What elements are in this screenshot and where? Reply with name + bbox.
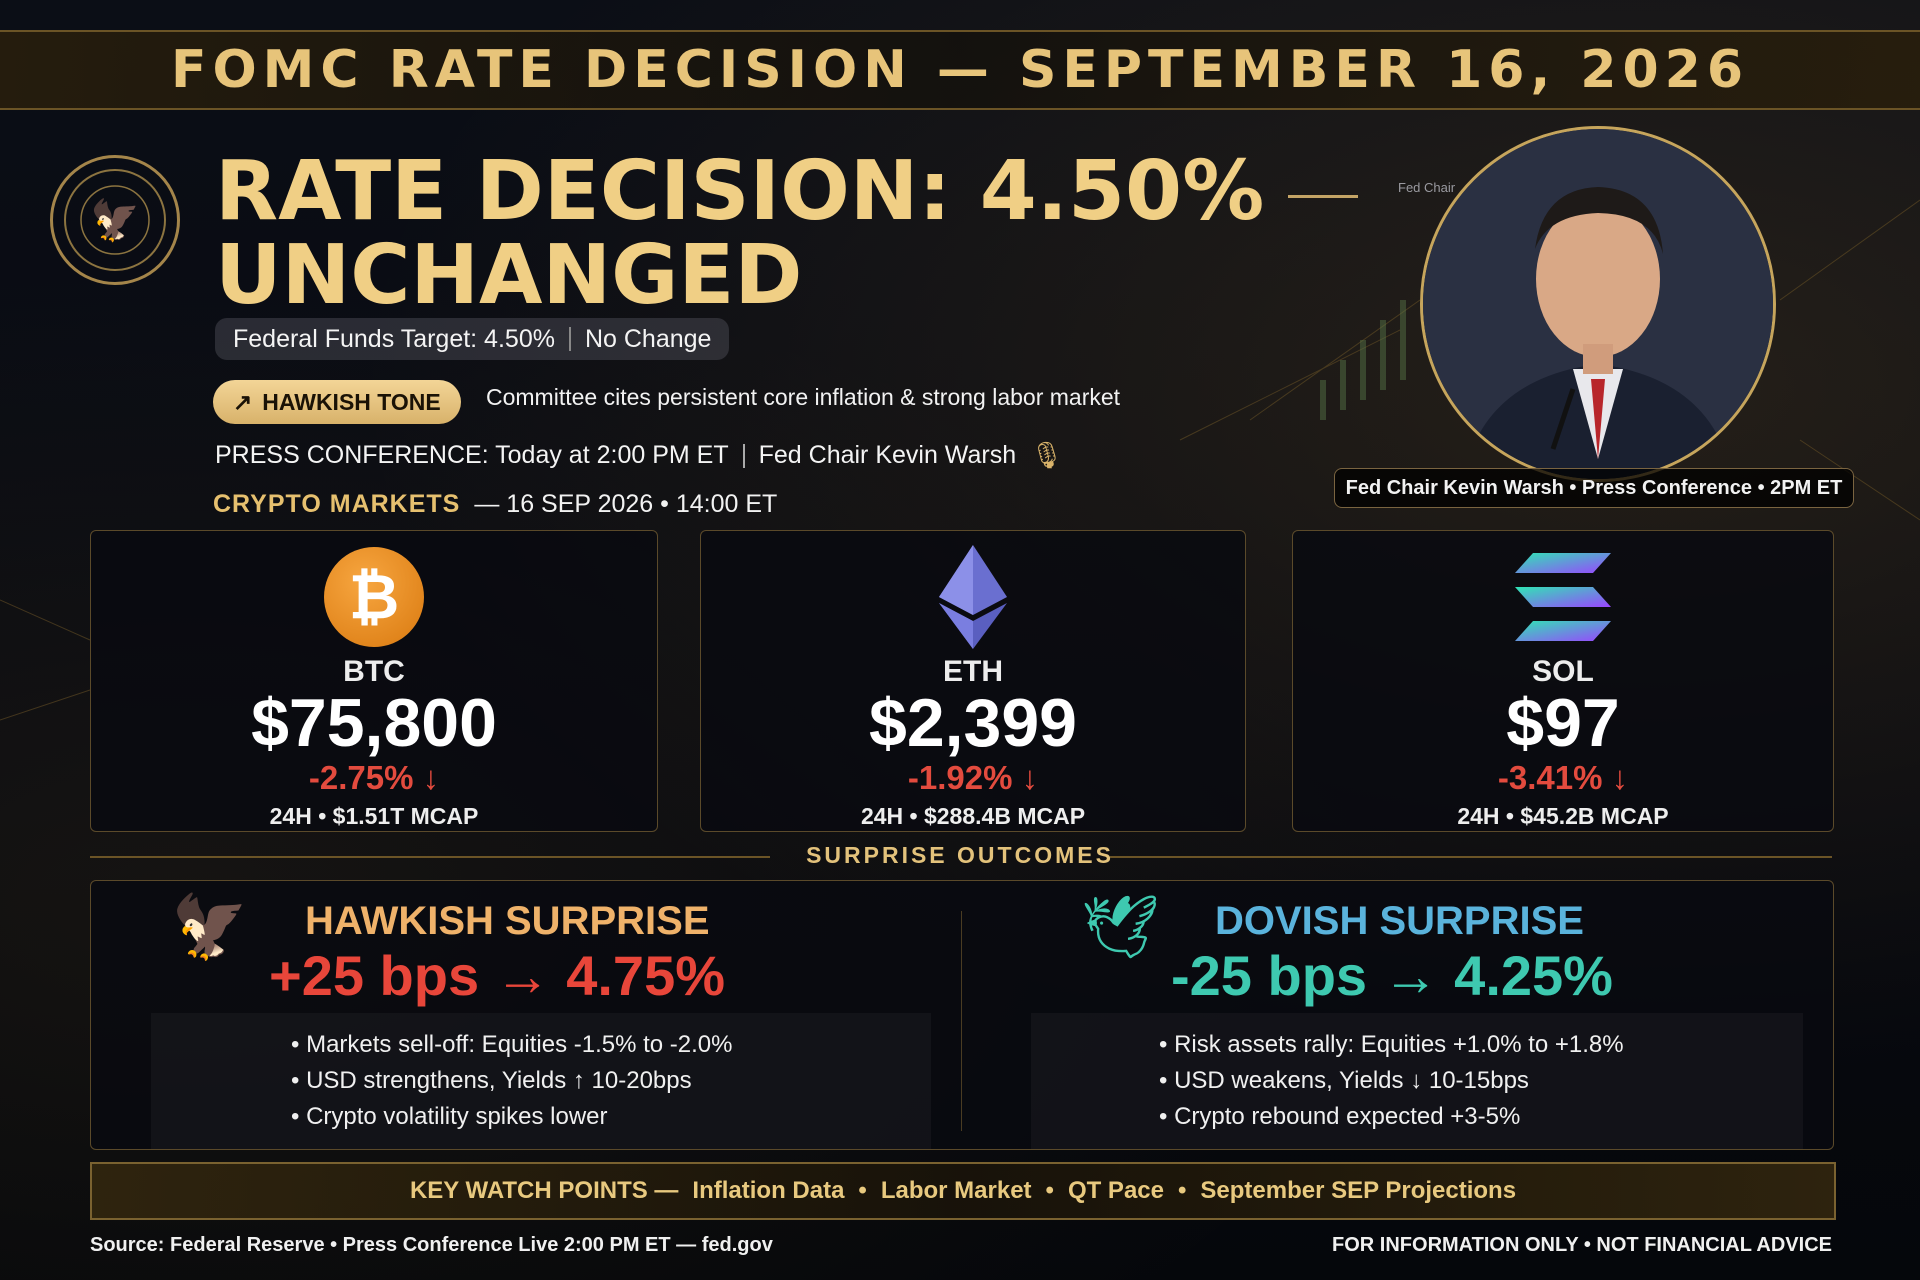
fed-chair-tag: Fed Chair [1398, 180, 1456, 195]
sol-logo-wrap [1515, 545, 1611, 649]
crypto-card-eth: ETH $2,399 -1.92% ↓ 24H • $288.4B MCAP [700, 530, 1246, 832]
press-conference-line: PRESS CONFERENCE: Today at 2:00 PM ET Fe… [215, 440, 1063, 471]
headline-line-1: RATE DECISION: 4.50% [215, 144, 1265, 239]
dove-icon: 🕊 [1081, 893, 1160, 962]
coin-price: $2,399 [869, 685, 1077, 761]
hawkish-point: Markets sell-off: Equities -1.5% to -2.0… [291, 1027, 931, 1063]
hawkish-title: HAWKISH SURPRISE [305, 899, 710, 943]
funds-target-text: Federal Funds Target: 4.50% [233, 324, 555, 353]
hawkish-points: Markets sell-off: Equities -1.5% to -2.0… [151, 1013, 931, 1149]
bullet-separator: • [858, 1177, 867, 1204]
coin-meta: 24H • $45.2B MCAP [1457, 803, 1669, 829]
seal-ring [64, 169, 166, 271]
microphone-icon: 🎙 [1030, 440, 1064, 470]
headline-line-2: UNCHANGED [215, 228, 803, 323]
coin-symbol: SOL [1532, 655, 1594, 688]
coin-meta: 24H • $288.4B MCAP [860, 803, 1086, 829]
dovish-point: Crypto rebound expected +3-5% [1159, 1099, 1803, 1135]
hawkish-value: +25 bps → 4.75% [269, 944, 726, 1007]
watch-label: KEY WATCH POINTS — [409, 1177, 679, 1204]
headline-dash [1288, 195, 1359, 199]
bitcoin-icon: ₿ [324, 547, 424, 647]
bullet-separator: • [1177, 1177, 1187, 1204]
portrait-caption: Fed Chair Kevin Warsh • Press Conference… [1334, 468, 1854, 508]
portrait-illustration [1423, 129, 1773, 479]
dovish-point: USD weakens, Yields ↓ 10-15bps [1159, 1063, 1803, 1099]
outcomes-divider [961, 911, 962, 1131]
btc-logo-wrap: ₿ [324, 545, 424, 649]
banner-title: FOMC RATE DECISION — SEPTEMBER 16, 2026 [170, 40, 1750, 100]
press-time: PRESS CONFERENCE: Today at 2:00 PM ET [215, 441, 729, 469]
fed-chair-portrait [1420, 126, 1776, 482]
footer-source: Source: Federal Reserve • Press Conferen… [90, 1234, 773, 1256]
coin-change: -2.75% ↓ [308, 759, 440, 796]
surprise-divider-right [1110, 856, 1832, 858]
coin-change: -3.41% ↓ [1497, 759, 1629, 796]
ethereum-icon [939, 545, 1007, 649]
solana-icon [1515, 553, 1611, 641]
watch-item: Inflation Data [692, 1177, 845, 1204]
surprise-divider-left [90, 856, 770, 858]
crypto-card-btc: ₿ BTC $75,800 -2.75% ↓ 24H • $1.51T MCAP [90, 530, 658, 832]
coin-price: $75,800 [251, 685, 497, 761]
hawkish-tone-badge: ↗ HAWKISH TONE [213, 380, 461, 424]
crypto-card-sol: SOL $97 -3.41% ↓ 24H • $45.2B MCAP [1292, 530, 1834, 832]
coin-symbol: BTC [343, 655, 405, 688]
funds-target-pill: Federal Funds Target: 4.50% No Change [215, 318, 730, 360]
eth-logo-wrap [939, 545, 1007, 649]
dovish-points: Risk assets rally: Equities +1.0% to +1.… [1031, 1013, 1803, 1149]
eagle-icon: 🦅 [90, 198, 140, 243]
funds-change-text: No Change [584, 324, 712, 353]
watch-item: Labor Market [880, 1177, 1032, 1204]
coin-meta: 24H • $1.51T MCAP [269, 803, 479, 829]
crypto-markets-stamp: — 16 SEP 2026 • 14:00 ET [474, 490, 778, 518]
crypto-markets-label: CRYPTO MARKETS [213, 490, 461, 518]
dovish-value: -25 bps → 4.25% [1171, 944, 1613, 1007]
watch-item: September SEP Projections [1200, 1177, 1517, 1204]
dovish-point: Risk assets rally: Equities +1.0% to +1.… [1159, 1027, 1803, 1063]
watch-item: QT Pace [1067, 1177, 1164, 1204]
key-watch-points-bar: KEY WATCH POINTS — Inflation Data • Labo… [90, 1162, 1836, 1220]
coin-change: -1.92% ↓ [907, 759, 1039, 796]
surprise-outcomes-label: SURPRISE OUTCOMES [806, 842, 1114, 868]
hawkish-point: Crypto volatility spikes lower [291, 1099, 931, 1135]
federal-reserve-seal: 🦅 [50, 155, 180, 285]
tone-badge-label: HAWKISH TONE [262, 388, 441, 415]
bullet-separator: • [1045, 1177, 1054, 1204]
pill-divider [568, 327, 571, 351]
top-banner: FOMC RATE DECISION — SEPTEMBER 16, 2026 [0, 30, 1920, 110]
coin-symbol: ETH [943, 655, 1003, 688]
arrow-up-right-icon: ↗ [233, 388, 253, 415]
footer-disclaimer: FOR INFORMATION ONLY • NOT FINANCIAL ADV… [1332, 1234, 1832, 1256]
crypto-markets-header: CRYPTO MARKETS — 16 SEP 2026 • 14:00 ET [213, 490, 777, 519]
hawk-icon: 🦅 [171, 893, 249, 962]
press-divider [742, 443, 745, 468]
dovish-title: DOVISH SURPRISE [1215, 899, 1584, 943]
tone-description: Committee cites persistent core inflatio… [486, 384, 1121, 410]
press-chair: Fed Chair Kevin Warsh [758, 441, 1017, 469]
hawkish-point: USD strengthens, Yields ↑ 10-20bps [291, 1063, 931, 1099]
coin-price: $97 [1506, 685, 1620, 761]
surprise-outcomes-panel: 🦅 HAWKISH SURPRISE +25 bps → 4.75% Marke… [90, 880, 1834, 1150]
rate-decision-headline: RATE DECISION: 4.50% UNCHANGED [215, 150, 1359, 318]
